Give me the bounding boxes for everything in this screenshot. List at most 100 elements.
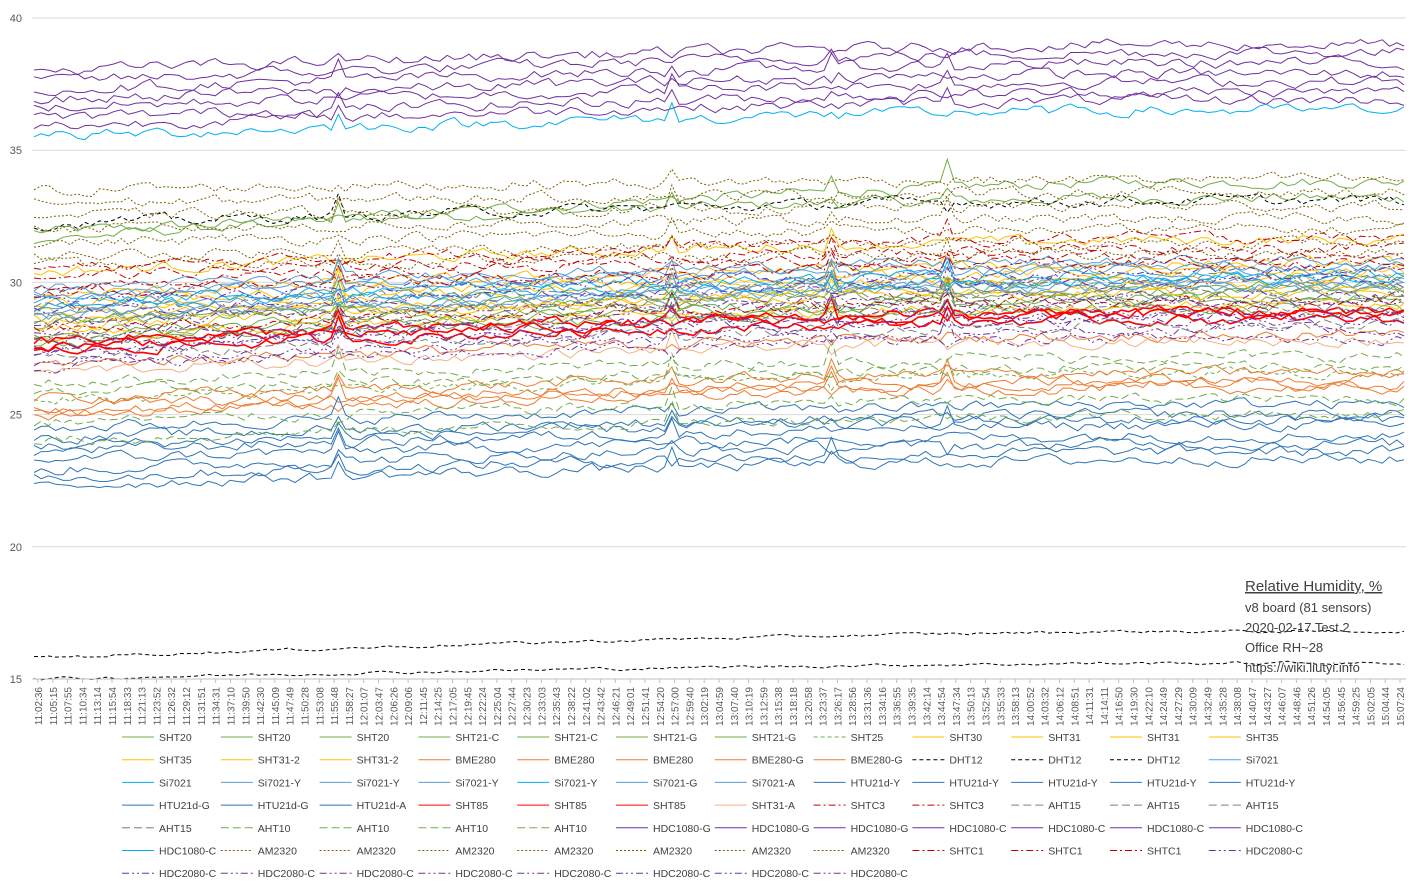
x-tick-label: 11:21:13 — [138, 687, 149, 726]
series-line-am2320 — [33, 197, 1405, 234]
legend-label: SHT20 — [258, 732, 291, 744]
x-tick-label: 11:18:33 — [123, 687, 134, 726]
series-line-htu21d-y — [33, 404, 1405, 457]
legend-label: HTU21d-G — [159, 800, 210, 812]
legend-label: SHTC1 — [1147, 846, 1182, 858]
x-tick-label: 13:39:35 — [907, 687, 918, 726]
x-tick-label: 12:38:22 — [567, 687, 578, 726]
legend-label: Si7021-Y — [258, 777, 301, 789]
x-tick-label: 12:25:04 — [493, 687, 504, 726]
x-tick-label: 13:50:13 — [967, 687, 978, 726]
legend-label: SHT31 — [1147, 732, 1180, 744]
legend-label: AHT10 — [357, 823, 390, 835]
x-tick-label: 14:56:45 — [1337, 687, 1348, 726]
x-tick-label: 11:23:52 — [152, 687, 163, 726]
x-tick-label: 12:14:25 — [434, 687, 445, 726]
x-tick-label: 13:12:59 — [759, 687, 770, 726]
x-tick-label: 11:58:27 — [345, 687, 356, 726]
x-tick-label: 13:15:38 — [774, 687, 785, 726]
x-tick-label: 13:20:58 — [804, 687, 815, 726]
legend-label: DHT12 — [1048, 755, 1081, 767]
x-tick-label: 14:06:12 — [1056, 687, 1067, 726]
legend-label: Si7021 — [1246, 755, 1279, 767]
series-line-bme280-g — [33, 357, 1405, 404]
x-tick-label: 12:22:24 — [478, 687, 489, 726]
x-tick-label: 13:58:13 — [1011, 687, 1022, 726]
series-line-am2320 — [33, 183, 1405, 221]
x-tick-label: 14:27:29 — [1174, 687, 1185, 726]
x-tick-label: 13:10:19 — [745, 687, 756, 726]
legend-label: BME280 — [653, 755, 693, 767]
legend-label: AHT10 — [258, 823, 291, 835]
legend-label: HDC1080-G — [851, 823, 909, 835]
x-tick-label: 12:49:01 — [626, 687, 637, 726]
legend-label: HTU21d-Y — [1147, 777, 1197, 789]
series-line-aht10 — [33, 338, 1405, 388]
x-tick-label: 14:22:10 — [1144, 687, 1155, 726]
series-line-bme280 — [33, 329, 1405, 367]
y-tick-label: 25 — [10, 410, 22, 422]
legend-label: AHT10 — [455, 823, 488, 835]
legend-label: SHT21-C — [455, 732, 499, 744]
series-line-am2320 — [33, 216, 1405, 248]
x-tick-label: 12:41:02 — [582, 687, 593, 726]
x-tick-label: 12:09:06 — [404, 687, 415, 726]
legend-label: HDC2080-C — [159, 868, 217, 880]
series-line-dht12 — [33, 192, 1405, 232]
legend-label: SHT35 — [1246, 732, 1279, 744]
legend-label: HDC1080-C — [159, 846, 217, 858]
legend-label: SHTC1 — [949, 846, 984, 858]
series-line-sht31 — [33, 258, 1405, 317]
x-tick-label: 11:39:50 — [241, 687, 252, 726]
x-tick-label: 14:11:31 — [1085, 687, 1096, 726]
series-line-sht85 — [33, 304, 1405, 356]
legend-label: SHT35 — [159, 755, 192, 767]
x-tick-label: 11:13:14 — [93, 687, 104, 726]
legend-label: SHT31-2 — [258, 755, 300, 767]
legend-label: HDC2080-C — [851, 868, 909, 880]
x-tick-label: 14:46:07 — [1278, 687, 1289, 726]
x-tick-label: 13:04:59 — [715, 687, 726, 726]
series-line-htu21d-y — [33, 429, 1405, 463]
legend-label: AHT15 — [159, 823, 192, 835]
legend-label: HDC1080-G — [752, 823, 810, 835]
x-tick-label: 12:35:43 — [552, 687, 563, 726]
legend-label: SHT21-G — [653, 732, 697, 744]
x-tick-label: 14:48:46 — [1292, 687, 1303, 726]
series-line-sht31 — [33, 269, 1405, 325]
x-tick-label: 14:16:50 — [1115, 687, 1126, 726]
series-line-hdc1080-c — [33, 86, 1405, 130]
x-tick-label: 11:07:55 — [64, 687, 75, 726]
series-line-hdc1080-c — [33, 67, 1405, 105]
legend-label: HDC2080-C — [258, 868, 316, 880]
legend-label: SHTC3 — [851, 800, 886, 812]
series-line-sht85 — [33, 295, 1405, 347]
series-line-hdc1080-g — [33, 52, 1405, 97]
legend-label: DHT12 — [1147, 755, 1180, 767]
annotation-box: Relative Humidity, % v8 board (81 sensor… — [1245, 578, 1382, 675]
legend-label: SHT85 — [653, 800, 686, 812]
x-tick-label: 11:26:32 — [167, 687, 178, 726]
legend-label: HDC2080-C — [455, 868, 513, 880]
x-tick-label: 12:54:20 — [656, 687, 667, 726]
x-tick-label: 14:24:49 — [1159, 687, 1170, 726]
legend-label: SHTC3 — [949, 800, 984, 812]
series-line-sht35 — [33, 265, 1405, 309]
legend-label: HTU21d-A — [357, 800, 407, 812]
x-tick-label: 12:46:21 — [611, 687, 622, 726]
legend-label: HTU21d-Y — [1048, 777, 1098, 789]
series-line-htu21d-g — [33, 395, 1405, 432]
series-line-hdc2080-c — [33, 291, 1405, 340]
annotation-line-3: Office RH~28 — [1245, 640, 1323, 655]
legend-label: Si7021-A — [752, 777, 795, 789]
legend-label: HDC1080-C — [1246, 823, 1304, 835]
series-line-hdc1080-c — [33, 86, 1405, 119]
series-line-si7021-a — [33, 257, 1405, 301]
legend-label: HDC2080-C — [1246, 846, 1304, 858]
y-tick-label: 15 — [10, 674, 22, 686]
legend-label: Si7021-Y — [357, 777, 400, 789]
legend-label: Si7021-Y — [455, 777, 498, 789]
x-tick-label: 11:34:31 — [212, 687, 223, 726]
